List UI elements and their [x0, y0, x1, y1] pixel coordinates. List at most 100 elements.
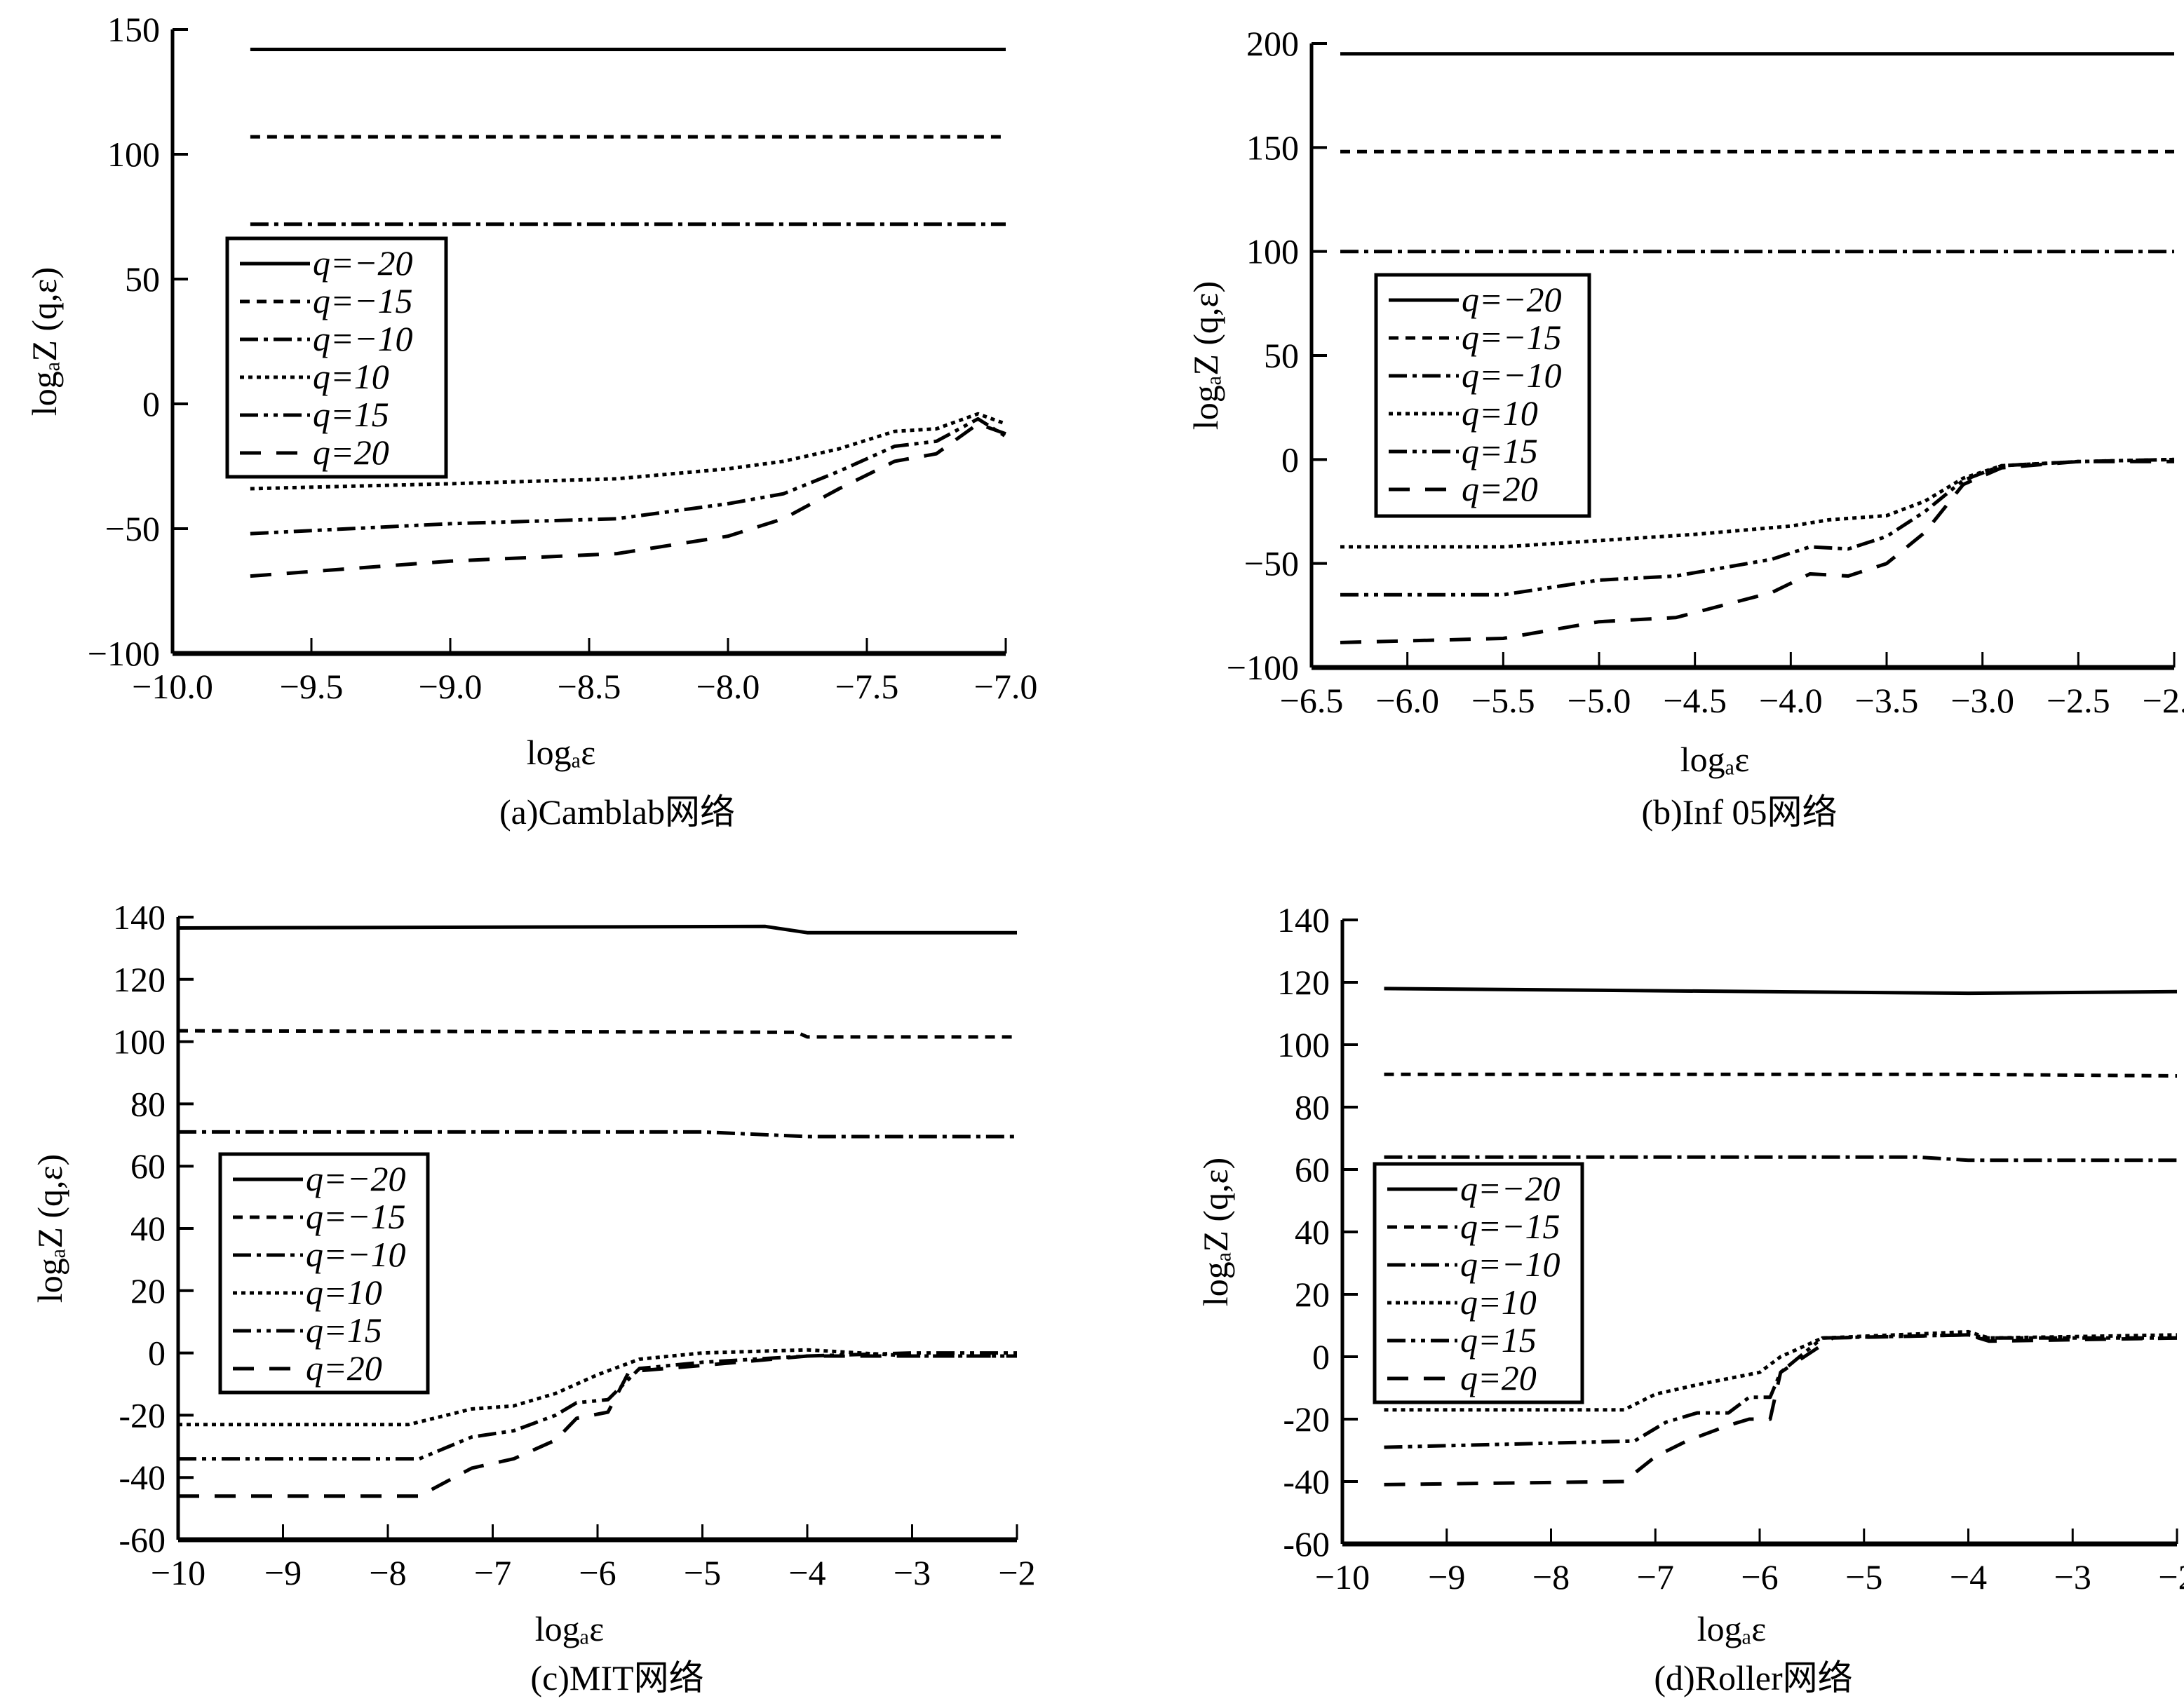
legend-label: q=−20 — [306, 1159, 405, 1198]
y-tick-label: −100 — [88, 634, 160, 673]
x-tick-label: −2.0 — [2143, 681, 2184, 720]
y-tick-label: −100 — [1227, 648, 1299, 687]
x-tick-label: −2 — [998, 1553, 1035, 1592]
x-axis-title: logₐε — [535, 1609, 605, 1648]
legend-box — [225, 236, 448, 479]
x-tick-label: −8.0 — [696, 667, 760, 706]
x-axis-title: logₐε — [1680, 740, 1750, 779]
x-tick-label: −5 — [684, 1553, 721, 1592]
y-axis-title: logₐZ (q,ε) — [25, 267, 64, 416]
series-line-q10-neg — [1384, 1155, 2177, 1163]
x-tick-label: −8 — [1532, 1557, 1570, 1597]
y-tick-label: 100 — [1246, 232, 1299, 271]
legend-label: q=15 — [306, 1310, 382, 1350]
legend-label: q=−15 — [1460, 1207, 1560, 1246]
series-line-q10 — [178, 1348, 1017, 1427]
y-tick-label: 0 — [1281, 440, 1299, 479]
legend-label: q=−20 — [1460, 1169, 1560, 1208]
y-tick-label: 80 — [1295, 1087, 1330, 1127]
y-tick-label: -40 — [119, 1458, 166, 1497]
x-tick-label: −9 — [1428, 1557, 1465, 1597]
legend-label: q=10 — [306, 1273, 382, 1312]
y-tick-label: -20 — [119, 1395, 166, 1435]
y-tick-label: 60 — [1295, 1150, 1330, 1189]
y-axis-title: logₐZ (q,ε) — [1196, 1158, 1235, 1306]
x-axis-title: logₐε — [1697, 1609, 1767, 1648]
y-tick-label: 120 — [1277, 963, 1330, 1002]
y-tick-label: 60 — [130, 1146, 166, 1186]
y-tick-label: -60 — [119, 1520, 166, 1559]
y-tick-label: -20 — [1283, 1400, 1330, 1439]
x-tick-label: −5.5 — [1471, 681, 1535, 720]
y-tick-label: 120 — [113, 960, 166, 999]
y-tick-label: 80 — [130, 1084, 166, 1123]
legend-label: q=−20 — [313, 243, 412, 283]
legend-label: q=−10 — [306, 1235, 405, 1274]
y-tick-label: −50 — [1244, 544, 1299, 583]
x-tick-label: −6.0 — [1375, 681, 1439, 720]
x-tick-label: −9 — [264, 1553, 302, 1592]
x-tick-label: −7 — [474, 1553, 511, 1592]
legend-label: q=10 — [1462, 393, 1538, 433]
series-line-q15-neg — [1384, 1072, 2178, 1078]
x-tick-label: −7.0 — [974, 667, 1038, 706]
y-tick-label: 100 — [107, 135, 160, 174]
y-tick-label: -60 — [1283, 1524, 1330, 1564]
series-line-q20 — [1340, 459, 2174, 644]
series-line-q15 — [178, 1351, 1017, 1461]
y-tick-label: 140 — [113, 897, 166, 937]
legend-label: q=15 — [1460, 1320, 1537, 1360]
legend-label: q=−15 — [1462, 318, 1561, 357]
series-line-q15 — [1340, 457, 2175, 597]
series-line-q20-neg — [177, 924, 1017, 935]
x-tick-label: −8.5 — [558, 667, 621, 706]
chart-panel-c: −10 −9 −8 −7 −6 −5 −4 −3 −2 -60 -40 -20 0 20 40 60 80 100… — [30, 897, 1036, 1697]
chart-panel-b: −6.5 −6.0 −5.5 −5.0 −4.5 −4.0 −3.5 −3.0 −2.5 −2.0… — [1186, 24, 2184, 832]
legend-label: q=20 — [313, 433, 389, 472]
legend-label: q=20 — [1462, 469, 1538, 508]
y-tick-label: 100 — [113, 1022, 166, 1062]
legend: q=−20q=−15q=−10q=10q=15q=20 — [225, 236, 448, 479]
x-tick-label: −2 — [2158, 1557, 2184, 1597]
y-tick-label: 20 — [1295, 1275, 1330, 1314]
x-tick-label: −3.5 — [1855, 681, 1919, 720]
x-tick-label: −3 — [894, 1553, 931, 1592]
legend-label: q=−15 — [306, 1197, 405, 1236]
x-tick-label: −4.5 — [1663, 681, 1727, 720]
x-tick-label: −9.5 — [280, 667, 344, 706]
x-axis-title: logₐε — [527, 733, 596, 772]
x-tick-label: −4 — [1950, 1557, 1987, 1597]
x-tick-label: −10.0 — [132, 667, 213, 706]
panel-caption: (a)Camblab网络 — [499, 792, 735, 832]
legend-label: q=10 — [313, 357, 389, 396]
y-axis-title: logₐZ (q,ε) — [1186, 281, 1225, 430]
legend-label: q=10 — [1460, 1282, 1537, 1322]
legend-label: q=−10 — [1460, 1245, 1560, 1284]
x-tick-label: −9.0 — [419, 667, 483, 706]
y-tick-label: 200 — [1246, 24, 1299, 63]
y-tick-label: 0 — [148, 1334, 166, 1373]
legend: q=−20q=−15q=−10q=10q=15q=20 — [1374, 273, 1591, 518]
y-tick-label: 20 — [130, 1271, 166, 1310]
x-tick-label: −5.0 — [1568, 681, 1631, 720]
y-tick-label: 40 — [1295, 1212, 1330, 1252]
x-tick-label: −7.5 — [835, 667, 899, 706]
series-line-q20 — [178, 1354, 1017, 1498]
series-line-q20 — [250, 422, 1006, 578]
y-tick-label: 50 — [125, 259, 160, 299]
x-tick-label: −6.5 — [1280, 681, 1344, 720]
series-line-q20 — [1384, 1333, 2178, 1486]
y-tick-label: 0 — [1312, 1337, 1330, 1376]
y-tick-label: -40 — [1283, 1462, 1330, 1501]
legend-label: q=15 — [313, 395, 389, 434]
x-tick-label: −8 — [369, 1553, 406, 1592]
y-tick-label: 150 — [1246, 128, 1299, 167]
chart-panel-d: −10 −9 −8 −7 −6 −5 −4 −3 −2 -60 -40 -20 0 20 40 60 80 100… — [1196, 900, 2184, 1697]
panel-caption: (d)Roller网络 — [1654, 1658, 1852, 1697]
legend-box — [1373, 1162, 1584, 1404]
y-tick-label: 100 — [1277, 1025, 1330, 1064]
panel-caption: (c)MIT网络 — [530, 1658, 703, 1697]
y-tick-label: 150 — [107, 10, 160, 49]
x-tick-label: −10 — [151, 1553, 205, 1592]
